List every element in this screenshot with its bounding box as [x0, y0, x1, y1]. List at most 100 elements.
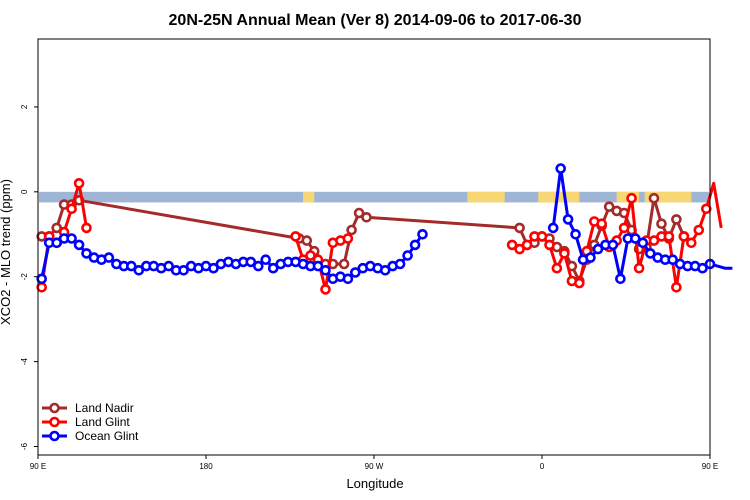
point-ocean-glint-38: [320, 264, 331, 276]
x-axis-label: Longitude: [346, 476, 403, 491]
point-ocean-glint-12: [126, 260, 137, 272]
point-land-glint-7: [290, 231, 301, 242]
point-ocean-glint-46: [379, 264, 391, 276]
point-ocean-glint-0: [36, 273, 48, 285]
point-ocean-glint-58: [592, 243, 604, 255]
legend-label-ocean-glint: Ocean Glint: [75, 429, 139, 443]
point-ocean-glint-55: [570, 229, 581, 240]
point-ocean-glint-64: [637, 237, 649, 249]
point-ocean-glint-52: [547, 222, 559, 234]
legend-swatch-marker-land-glint: [49, 416, 60, 428]
x-tick-label-4: 90 E: [702, 462, 718, 471]
point-land-glint-19: [536, 231, 548, 242]
x-tick-label-1: 180: [199, 462, 213, 471]
point-land-glint-39: [685, 237, 697, 249]
axes: 90 E 180 90 W 0 90 E 2 0 -2 -4 -6: [20, 104, 718, 471]
point-land-glint-5: [73, 178, 85, 189]
point-ocean-glint-17: [163, 260, 174, 272]
point-ocean-glint-68: [667, 254, 679, 266]
x-tick-label-2: 90 W: [365, 462, 384, 471]
point-ocean-glint-49: [402, 250, 413, 261]
point-land-nadir-34: [656, 218, 667, 229]
band-land-1: [467, 191, 505, 203]
legend-label-land-glint: Land Glint: [75, 415, 130, 429]
point-land-glint-27: [596, 218, 608, 229]
point-ocean-glint-31: [267, 262, 279, 274]
point-ocean-glint-48: [394, 258, 406, 270]
point-land-glint-22: [559, 248, 570, 259]
x-tick-label-3: 0: [540, 462, 545, 471]
point-ocean-glint-53: [555, 163, 567, 174]
point-land-glint-15: [506, 239, 518, 251]
point-ocean-glint-65: [644, 248, 656, 259]
point-land-nadir-36: [671, 214, 682, 225]
point-land-glint-21: [551, 262, 563, 274]
point-land-glint-36: [663, 231, 675, 242]
point-land-nadir-13: [353, 207, 365, 219]
point-land-glint-24: [573, 277, 585, 289]
y-tick-label-3: -4: [20, 358, 29, 366]
point-land-glint-40: [693, 224, 705, 236]
y-tick-label-2: -2: [20, 273, 29, 281]
point-ocean-glint-57: [585, 252, 596, 263]
point-ocean-glint-41: [342, 273, 354, 285]
point-land-glint-20: [544, 239, 555, 251]
point-ocean-glint-13: [133, 264, 145, 276]
point-land-glint-38: [678, 231, 690, 242]
point-ocean-glint-2: [51, 237, 63, 249]
band-sea: [39, 191, 709, 203]
point-land-nadir-2: [51, 222, 63, 234]
point-ocean-glint-63: [629, 233, 641, 244]
point-ocean-glint-19: [178, 264, 189, 276]
chart-title: 20N-25N Annual Mean (Ver 8) 2014-09-06 t…: [169, 12, 582, 29]
point-ocean-glint-4: [66, 233, 77, 244]
point-land-glint-41: [700, 203, 712, 215]
point-ocean-glint-61: [615, 273, 626, 285]
point-ocean-glint-50: [409, 239, 421, 251]
series-layer: [36, 163, 733, 295]
point-land-nadir-12: [346, 224, 357, 236]
point-ocean-glint-51: [417, 229, 428, 240]
y-tick-label-1: 0: [20, 189, 29, 194]
y-axis-label: XCO2 - MLO trend (ppm): [0, 179, 13, 325]
point-land-glint-9: [305, 250, 316, 261]
point-ocean-glint-72: [697, 262, 708, 274]
point-land-glint-4: [66, 203, 77, 215]
series-ocean-glint: [36, 163, 733, 285]
point-ocean-glint-42: [349, 267, 361, 278]
point-land-glint-37: [671, 281, 682, 293]
plot-frame: [37, 38, 711, 456]
legend-swatch-marker-land-nadir: [49, 402, 60, 414]
point-land-glint-6: [81, 222, 92, 234]
legend: Land Nadir Land Glint Ocean Glint: [42, 401, 139, 443]
point-land-nadir-7: [301, 235, 313, 246]
band-land-4: [644, 191, 692, 203]
point-ocean-glint-30: [260, 254, 272, 266]
point-land-glint-31: [626, 192, 637, 204]
point-land-glint-32: [633, 262, 645, 274]
point-ocean-glint-28: [245, 256, 257, 268]
point-land-glint-34: [648, 235, 660, 246]
point-land-glint-11: [320, 284, 331, 295]
point-land-nadir-14: [361, 212, 372, 223]
point-ocean-glint-6: [81, 248, 92, 259]
band-land-0: [303, 191, 315, 203]
point-ocean-glint-23: [208, 262, 219, 274]
y-tick-label-4: -6: [20, 442, 29, 450]
y-tick-label-0: 2: [20, 104, 29, 109]
point-ocean-glint-9: [103, 252, 115, 263]
point-land-glint-30: [618, 222, 630, 234]
point-land-glint-17: [521, 239, 533, 251]
point-land-glint-0: [36, 281, 48, 293]
point-ocean-glint-60: [607, 239, 619, 251]
x-tick-label-0: 90 E: [30, 462, 46, 471]
point-land-nadir-33: [648, 192, 660, 204]
point-land-nadir-27: [603, 201, 615, 212]
point-land-glint-14: [342, 233, 354, 244]
point-ocean-glint-5: [73, 239, 85, 251]
point-ocean-glint-54: [562, 214, 574, 225]
point-ocean-glint-37: [312, 260, 324, 272]
band-land-2: [538, 191, 580, 203]
legend-swatch-marker-ocean-glint: [49, 430, 60, 442]
